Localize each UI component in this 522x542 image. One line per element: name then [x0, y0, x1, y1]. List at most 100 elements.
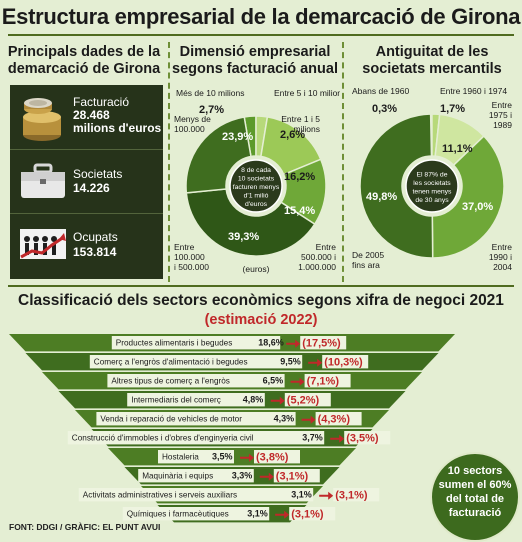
sectors-funnel-chart: Productes alimentaris i begudes 18,6% (17,…: [9, 334, 455, 523]
arrow-icon: [275, 510, 290, 519]
title-rule: [8, 34, 514, 36]
donut-center: [405, 159, 459, 213]
center-note: El 87% de: [417, 171, 448, 178]
section1-title-line1: Principals dades de la: [7, 44, 161, 60]
category-label: 500.000 i: [301, 252, 336, 262]
sector-value-2022: (17,5%): [302, 338, 341, 350]
estimate-box: [304, 374, 351, 388]
slice-value: 49,8%: [366, 191, 397, 203]
estimate-box: [315, 412, 362, 426]
sector-name: Construcció d'immobles i d'obres d'engin…: [72, 434, 254, 443]
sector-value-2021: 3,3%: [232, 471, 253, 481]
slice-value: 2,6%: [280, 129, 305, 141]
employed-label: Ocupats: [73, 230, 118, 244]
section3-title-line2: societats mercantils: [362, 61, 502, 77]
arrow-icon: [290, 377, 305, 386]
estimate-box: [333, 488, 380, 502]
sector-name: Comerç a l'engròs d'alimentació i begude…: [94, 358, 248, 367]
sector-name: Altres tipus de comerç a l'engròs: [111, 377, 230, 386]
category-label: Entre: [174, 242, 195, 252]
category-label: De 2005: [352, 250, 384, 260]
category-label: Entre 5 i 10 milions: [274, 88, 340, 98]
section1-title-line2: demarcació de Girona: [7, 61, 161, 77]
category-label: Entre: [492, 242, 513, 252]
slice-value: 16,2%: [284, 171, 315, 183]
badge-text: 10 sectors sumen el 60% del total de fac…: [432, 464, 518, 520]
section3-title: Antiguitat de les societats mercantils: [346, 44, 518, 78]
badge-line: 10 sectors: [447, 465, 503, 477]
workers-icon: [20, 229, 66, 259]
estimate-box: [289, 507, 336, 521]
slice-value: 15,4%: [284, 205, 315, 217]
category-label: Entre: [316, 242, 337, 252]
estimate-box: [254, 450, 300, 464]
sector-value-2021: 3,1%: [291, 490, 312, 500]
sector-label-box: [138, 469, 254, 483]
category-label: 1.000.000: [298, 262, 336, 272]
category-label: 100.000: [174, 252, 205, 262]
center-note: de 30 anys: [415, 197, 449, 204]
sector-value-2022: (3,1%): [291, 509, 324, 521]
sector-value-2021: 4,8%: [243, 395, 264, 405]
sector-label-box: [96, 412, 296, 426]
slice-value: 23,9%: [222, 131, 253, 143]
category-label: Entre 1 i 5: [281, 114, 320, 124]
section-rule: [8, 285, 514, 287]
badge-line: del total de: [445, 493, 505, 505]
donut-slice: [431, 135, 505, 259]
badge-line: sumen el 60%: [438, 479, 512, 491]
category-label: milions: [294, 124, 320, 134]
unit-note: (euros): [243, 264, 270, 274]
center-note: 10 societats: [238, 176, 275, 183]
category-label: fins ara: [352, 260, 380, 270]
sector-label-box: [127, 393, 265, 407]
donut-slice: [359, 113, 434, 259]
sector-value-2021: 6,5%: [263, 376, 284, 386]
arrow-icon: [308, 358, 323, 367]
divider: [10, 213, 163, 214]
slice-value: 37,0%: [462, 201, 493, 213]
sector-value-2021: 4,3%: [274, 414, 295, 424]
category-label: Entre 1960 i 1974: [440, 86, 507, 96]
arrow-icon: [319, 491, 334, 500]
estimate-box: [284, 393, 331, 407]
arrow-icon: [270, 396, 285, 405]
sector-value-2021: 3,7%: [302, 433, 323, 443]
center-note: 8 de cada: [241, 167, 271, 174]
category-label: 100.000: [174, 124, 205, 134]
donut-slice: [185, 116, 252, 194]
badge-line: facturació: [448, 507, 502, 519]
sector-value-2022: (3,8%): [256, 452, 289, 464]
category-label: 1990 i: [489, 252, 512, 262]
companies-label: Societats: [73, 167, 123, 181]
stats-panel: Facturació 28.468 milions d'euros Societ…: [10, 85, 163, 279]
arrow-icon: [301, 415, 316, 424]
summary-badge: 10 sectors sumen el 60% del total de fac…: [430, 452, 520, 542]
main-title: Estructura empresarial de la demarcació …: [1, 4, 521, 29]
revenue-label: Facturació: [73, 95, 130, 109]
column-divider: [342, 42, 344, 282]
arrow-icon: [240, 453, 254, 462]
sector-value-2022: (5,2%): [287, 395, 320, 407]
center-note: d'1 milió: [244, 193, 269, 200]
sector-value-2021: 3,5%: [212, 452, 233, 462]
category-label: 1975 i: [489, 110, 512, 120]
arrow-icon: [286, 339, 301, 348]
sector-value-2022: (3,1%): [335, 490, 368, 502]
section3-title-line1: Antiguitat de les: [375, 44, 489, 60]
sector-name: Hostaleria: [162, 453, 199, 462]
sector-value-2021: 18,6%: [258, 338, 284, 348]
section2-title-line2: segons facturació anual: [172, 61, 338, 77]
sectors-title: Classificació dels sectors econòmics seg…: [18, 292, 504, 309]
center-note: d'euros: [245, 201, 268, 208]
sector-value-2022: (3,5%): [346, 433, 379, 445]
section2-title: Dimensió empresarial segons facturació a…: [172, 44, 338, 78]
sector-value-2022: (4,3%): [318, 414, 351, 426]
companies-value: 14.226: [73, 181, 110, 195]
slice-value: 2,7%: [199, 104, 224, 116]
sector-label-box: [122, 507, 270, 521]
sector-value-2021: 3,1%: [247, 509, 268, 519]
sector-value-2021: 9,5%: [280, 357, 301, 367]
